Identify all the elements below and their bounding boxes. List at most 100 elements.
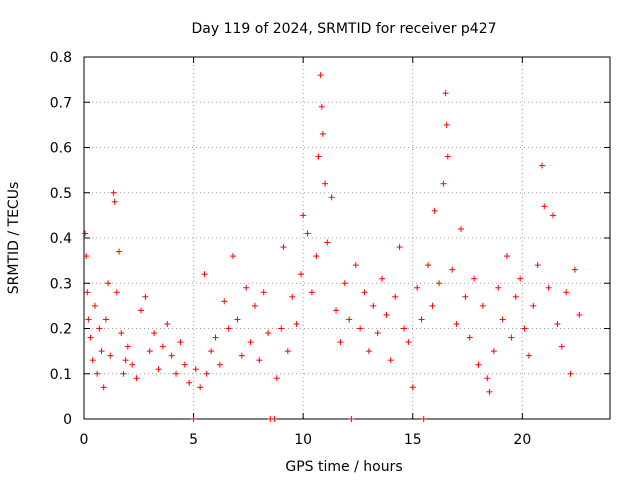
data-point xyxy=(457,225,464,232)
data-point xyxy=(471,275,478,282)
data-point xyxy=(348,416,355,422)
data-point xyxy=(541,203,548,210)
data-point xyxy=(341,280,348,287)
data-point xyxy=(260,289,267,296)
data-point xyxy=(361,289,368,296)
data-point xyxy=(352,262,359,269)
data-point xyxy=(84,289,91,296)
data-point xyxy=(208,348,215,355)
data-point xyxy=(328,194,335,201)
data-point xyxy=(357,325,364,332)
data-point xyxy=(203,370,210,377)
data-point xyxy=(155,366,162,373)
data-point xyxy=(517,275,524,282)
data-point xyxy=(554,320,561,327)
data-point xyxy=(512,293,519,300)
data-point xyxy=(177,339,184,346)
data-point xyxy=(440,180,447,187)
data-point xyxy=(118,330,125,337)
x-tick-label: 20 xyxy=(513,432,531,448)
data-point xyxy=(100,384,107,391)
y-tick-label: 0.6 xyxy=(50,141,72,157)
data-point xyxy=(186,379,193,386)
data-points xyxy=(82,72,583,422)
data-point xyxy=(293,320,300,327)
data-point xyxy=(94,370,101,377)
data-point xyxy=(289,293,296,300)
data-point xyxy=(201,271,208,278)
data-point xyxy=(545,284,552,291)
data-point xyxy=(107,352,114,359)
data-point xyxy=(530,302,537,309)
y-tick-label: 0 xyxy=(63,412,72,428)
data-point xyxy=(168,352,175,359)
x-tick-label: 10 xyxy=(294,432,312,448)
data-point xyxy=(91,302,98,309)
data-point xyxy=(333,307,340,314)
data-point xyxy=(304,230,311,237)
data-point xyxy=(159,343,166,350)
y-tick-label: 0.8 xyxy=(50,50,72,66)
data-point xyxy=(324,239,331,246)
x-tick-label: 15 xyxy=(404,432,422,448)
data-point xyxy=(521,325,528,332)
data-point xyxy=(418,316,425,323)
data-point xyxy=(256,357,263,364)
chart-title: Day 119 of 2024, SRMTID for receiver p42… xyxy=(191,21,496,37)
data-point xyxy=(383,311,390,318)
data-point xyxy=(116,248,123,255)
data-point xyxy=(370,302,377,309)
data-point xyxy=(466,334,473,341)
x-tick-label: 5 xyxy=(189,432,198,448)
data-point xyxy=(317,72,324,79)
y-tick-label: 0.3 xyxy=(50,276,72,292)
data-point xyxy=(387,357,394,364)
data-point xyxy=(173,370,180,377)
data-point xyxy=(550,212,557,219)
data-point xyxy=(234,316,241,323)
data-point xyxy=(251,302,258,309)
data-point xyxy=(137,307,144,314)
data-point xyxy=(313,253,320,260)
data-point xyxy=(409,384,416,391)
y-tick-label: 0.5 xyxy=(50,186,72,202)
data-point xyxy=(102,316,109,323)
data-point xyxy=(429,302,436,309)
data-point xyxy=(503,253,510,260)
data-point xyxy=(225,325,232,332)
data-point xyxy=(129,361,136,368)
data-point xyxy=(315,153,322,160)
data-point xyxy=(96,325,103,332)
data-point xyxy=(319,130,326,137)
data-point xyxy=(400,325,407,332)
axis-ticks: 0 5 10 15 20 0 0.1 0.2 0.3 0.4 0.5 0.6 0.7 0.8 xyxy=(50,50,610,448)
data-point xyxy=(280,244,287,251)
data-point xyxy=(85,316,92,323)
data-point xyxy=(449,266,456,273)
data-point xyxy=(539,162,546,169)
data-point xyxy=(495,284,502,291)
data-point xyxy=(164,320,171,327)
data-point xyxy=(346,316,353,323)
data-point xyxy=(113,289,120,296)
data-point xyxy=(300,212,307,219)
data-point xyxy=(486,388,493,395)
data-point xyxy=(379,275,386,282)
data-point xyxy=(278,325,285,332)
data-point xyxy=(216,361,223,368)
data-point xyxy=(197,384,204,391)
data-point xyxy=(558,343,565,350)
y-tick-label: 0.7 xyxy=(50,95,72,111)
data-point xyxy=(442,90,449,97)
data-point xyxy=(420,416,427,422)
data-point xyxy=(499,316,506,323)
x-axis-label: GPS time / hours xyxy=(285,459,402,475)
data-point xyxy=(308,289,315,296)
data-point xyxy=(221,298,228,305)
data-point xyxy=(190,416,197,422)
data-point xyxy=(89,357,96,364)
data-point xyxy=(425,262,432,269)
data-point xyxy=(87,334,94,341)
data-point xyxy=(567,370,574,377)
